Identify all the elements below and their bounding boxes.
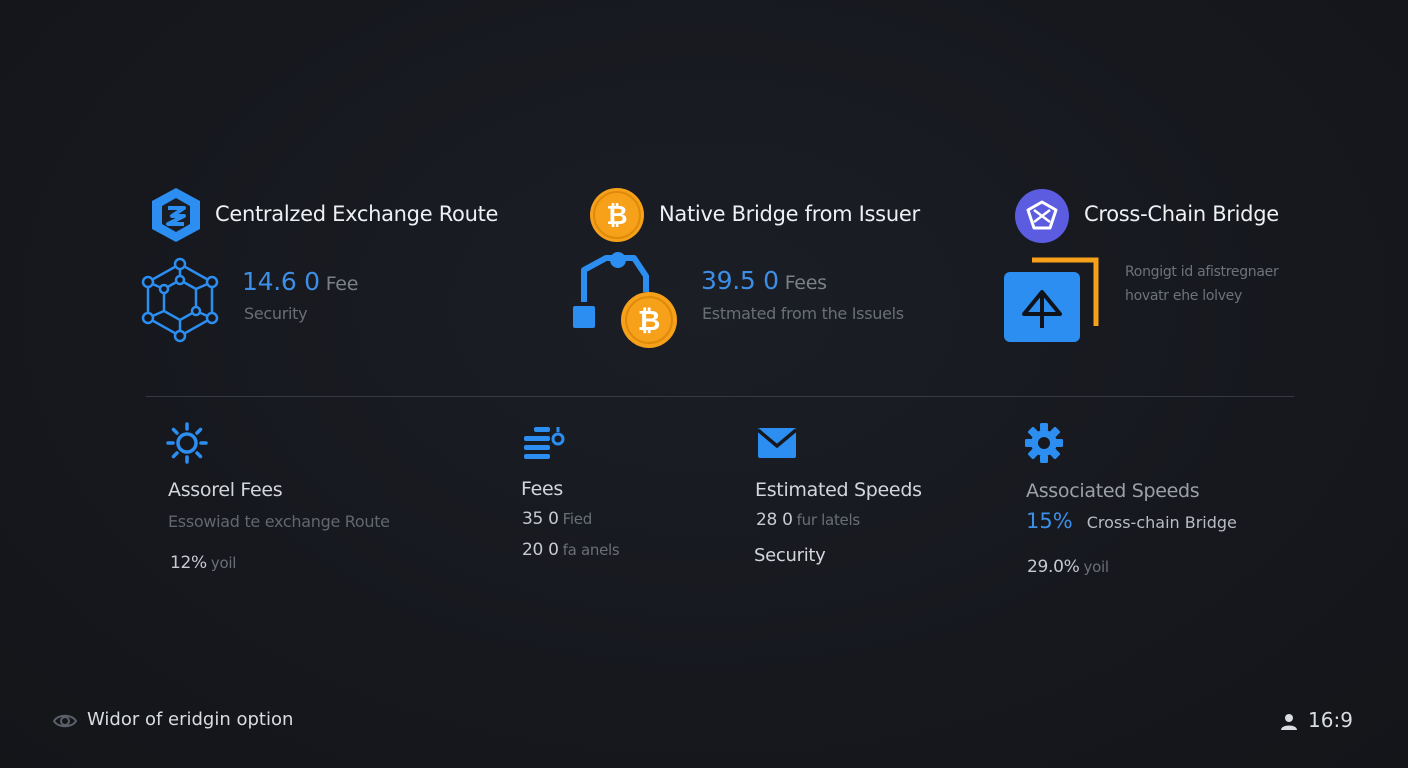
stat-highlight-label: Cross-chain Bridge — [1086, 513, 1237, 532]
stat-card: Associated Speeds 15% Cross-chain Bridge … — [1024, 420, 1294, 590]
route-cross-chain-bridge: Cross-Chain Bridge Rongigt id afistregna… — [1000, 180, 1320, 350]
hexagon-logo-icon — [152, 188, 200, 242]
stat-title: Assorel Fees — [168, 479, 283, 501]
route-native-bridge: ₿ Native Bridge from Issuer ₿ 39.5 0 Fees… — [570, 180, 970, 350]
route-fee-value: 14.6 0 — [242, 267, 320, 296]
user-icon — [1281, 714, 1297, 730]
stat-unit: yoil — [1083, 558, 1110, 576]
stat-value: 20 0 — [522, 540, 559, 560]
cross-chain-logo-icon — [1015, 189, 1069, 243]
list-settings-icon — [524, 427, 565, 459]
stat-value-line: 28 0 fur latels — [756, 510, 860, 530]
stat-unit: yoil — [210, 554, 237, 572]
eye-icon — [52, 714, 78, 728]
stat-highlight: 15% Cross-chain Bridge — [1026, 509, 1237, 533]
stat-unit: fur latels — [796, 511, 860, 529]
stat-title: Fees — [521, 478, 563, 500]
bridge-arrow-icon — [1004, 257, 1099, 342]
route-fee-value: 39.5 0 — [701, 266, 779, 295]
footer-left-label: Widor of eridgin option — [87, 709, 294, 730]
network-nodes-icon — [141, 257, 219, 343]
footer-right[interactable]: 16:9 — [1280, 706, 1360, 736]
svg-text:₿: ₿ — [606, 201, 627, 231]
route-description-line: hovatr ehe lolvey — [1125, 288, 1242, 304]
route-title: Native Bridge from Issuer — [659, 202, 920, 226]
route-sub-label: Estmated from the Issuels — [702, 304, 904, 323]
stat-value-line: 12% yoil — [170, 553, 236, 573]
route-title: Cross-Chain Bridge — [1084, 202, 1279, 226]
bitcoin-icon: ₿ — [590, 188, 644, 242]
stat-value: 28 0 — [756, 510, 793, 530]
stat-card: Assorel Fees Essowiad te exchange Route … — [166, 420, 466, 590]
route-fee: 39.5 0 Fees — [701, 266, 827, 295]
route-centralized-exchange: Centralzed Exchange Route 14.6 0 Fee Sec — [140, 180, 540, 350]
stat-value: 35 0 — [522, 509, 559, 529]
stat-extra: Security — [754, 545, 826, 566]
route-title: Centralzed Exchange Route — [215, 202, 499, 226]
stat-unit: fa anels — [562, 541, 620, 559]
stat-unit: Fied — [562, 510, 593, 528]
stat-title: Associated Speeds — [1026, 480, 1200, 502]
sun-icon — [166, 422, 208, 464]
svg-text:₿: ₿ — [638, 304, 661, 337]
stat-value: 29.0% — [1027, 557, 1080, 577]
bridge-bitcoin-icon: ₿ — [573, 252, 677, 348]
route-fee: 14.6 0 Fee — [242, 267, 358, 296]
section-divider — [146, 396, 1294, 397]
stat-value-line: 29.0% yoil — [1027, 557, 1109, 577]
stat-card: Fees 35 0 Fied 20 0 fa anels — [520, 420, 740, 590]
route-fee-unit: Fees — [784, 272, 827, 294]
gear-icon — [1025, 423, 1063, 463]
stat-title: Estimated Speeds — [755, 479, 922, 501]
route-fee-unit: Fee — [325, 273, 359, 295]
stat-subtitle: Essowiad te exchange Route — [168, 512, 390, 531]
footer-right-label: 16:9 — [1308, 708, 1353, 732]
mail-icon — [756, 428, 798, 458]
route-description-line: Rongigt id afistregnaer — [1125, 264, 1279, 280]
stat-value-line: 35 0 Fied — [522, 509, 592, 529]
stat-card: Estimated Speeds 28 0 fur latels Security — [754, 420, 994, 590]
stat-highlight-value: 15% — [1026, 509, 1073, 533]
stat-value-line: 20 0 fa anels — [522, 540, 620, 560]
route-sub-label: Security — [244, 304, 308, 323]
stat-value: 12% — [170, 553, 207, 573]
